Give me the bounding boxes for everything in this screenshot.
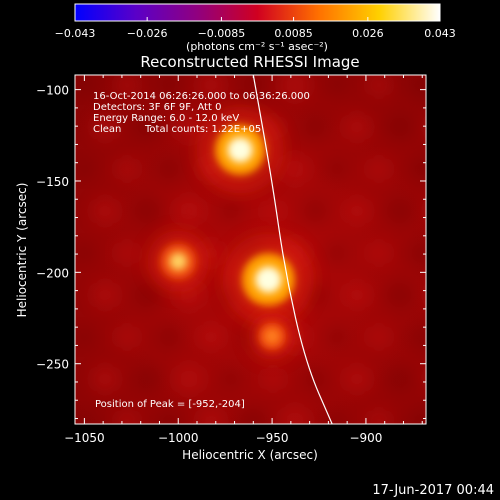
x-tick-label: −900 xyxy=(349,431,382,445)
x-axis-label: Heliocentric X (arcsec) xyxy=(182,448,318,462)
solar-limb-curve xyxy=(252,75,333,424)
y-tick-label: −200 xyxy=(36,266,69,280)
x-tick-label: −1000 xyxy=(158,431,199,445)
colorbar-ticks: −0.043 −0.026 −0.0085 0.0085 0.026 0.043 xyxy=(55,17,456,40)
y-tick-label: −250 xyxy=(36,358,69,372)
annotation-time-range: 16-Oct-2014 06:26:26.000 to 06:36:26.000 xyxy=(93,91,310,102)
x-tick-label: −1050 xyxy=(64,431,105,445)
colorbar-unit-label: (photons cm⁻² s⁻¹ asec⁻²) xyxy=(186,40,328,53)
source-main xyxy=(222,234,314,326)
colorbar-tick-label: 0.043 xyxy=(424,27,456,40)
chart-title: Reconstructed RHESSI Image xyxy=(140,53,359,71)
y-tick-label: −150 xyxy=(36,175,69,189)
y-tick-label: −100 xyxy=(36,84,69,98)
colorbar-tick-label: −0.026 xyxy=(127,27,168,40)
colorbar xyxy=(74,3,441,22)
colorbar-tick-label: −0.0085 xyxy=(198,27,246,40)
y-axis: −100 −150 −200 −250 xyxy=(36,84,426,420)
y-axis-label: Heliocentric Y (arcsec) xyxy=(15,183,29,318)
annotation-energy: Energy Range: 6.0 - 12.0 keV xyxy=(93,113,239,124)
colorbar-tick-label: 0.026 xyxy=(352,27,384,40)
colorbar-tick-label: 0.0085 xyxy=(274,27,313,40)
x-axis: −1050 −1000 −950 −900 xyxy=(64,75,423,445)
colorbar-tick-label: −0.043 xyxy=(55,27,96,40)
plot-image xyxy=(75,75,426,424)
x-tick-label: −950 xyxy=(256,431,289,445)
plot-frame xyxy=(74,74,427,425)
source-north xyxy=(196,106,284,194)
annotation-counts: Total counts: 1.22E+05 xyxy=(144,124,261,135)
annotation-method: Clean xyxy=(93,124,121,135)
annotation-detectors: Detectors: 3F 6F 9F, Att 0 xyxy=(93,102,221,113)
source-south-tail xyxy=(248,312,296,360)
annotation-peak: Position of Peak = [-952,-204] xyxy=(95,399,245,410)
footer-date: 17-Jun-2017 00:44 xyxy=(372,483,494,498)
source-west-small xyxy=(147,230,209,293)
